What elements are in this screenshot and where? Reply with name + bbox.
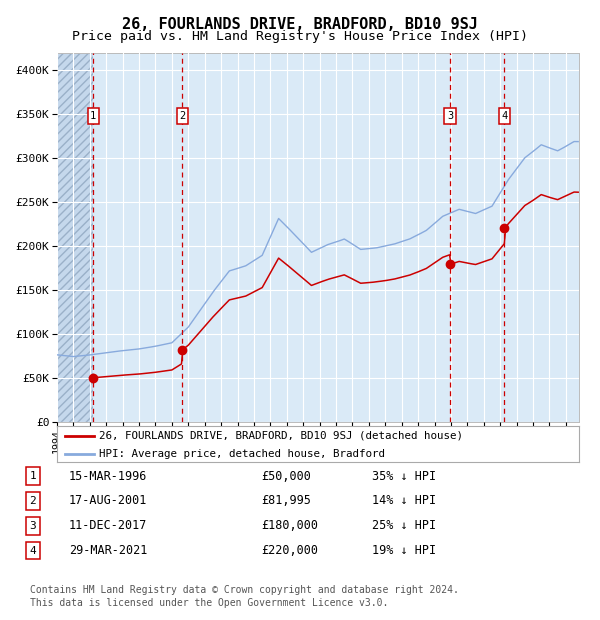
Text: 29-MAR-2021: 29-MAR-2021 — [69, 544, 148, 557]
Text: 15-MAR-1996: 15-MAR-1996 — [69, 470, 148, 482]
Text: 1: 1 — [29, 471, 37, 481]
Text: 2: 2 — [179, 111, 185, 121]
Text: 2: 2 — [29, 496, 37, 506]
Text: 1: 1 — [90, 111, 97, 121]
Text: £180,000: £180,000 — [261, 520, 318, 532]
Text: £50,000: £50,000 — [261, 470, 311, 482]
Text: This data is licensed under the Open Government Licence v3.0.: This data is licensed under the Open Gov… — [30, 598, 388, 608]
Text: 4: 4 — [501, 111, 508, 121]
Text: 25% ↓ HPI: 25% ↓ HPI — [372, 520, 436, 532]
Text: 11-DEC-2017: 11-DEC-2017 — [69, 520, 148, 532]
Text: £220,000: £220,000 — [261, 544, 318, 557]
Bar — [57, 53, 93, 422]
Text: Contains HM Land Registry data © Crown copyright and database right 2024.: Contains HM Land Registry data © Crown c… — [30, 585, 459, 595]
Text: £81,995: £81,995 — [261, 495, 311, 507]
Text: 14% ↓ HPI: 14% ↓ HPI — [372, 495, 436, 507]
Text: Price paid vs. HM Land Registry's House Price Index (HPI): Price paid vs. HM Land Registry's House … — [72, 30, 528, 43]
Text: 26, FOURLANDS DRIVE, BRADFORD, BD10 9SJ: 26, FOURLANDS DRIVE, BRADFORD, BD10 9SJ — [122, 17, 478, 32]
Text: 4: 4 — [29, 546, 37, 556]
Text: 19% ↓ HPI: 19% ↓ HPI — [372, 544, 436, 557]
Text: 17-AUG-2001: 17-AUG-2001 — [69, 495, 148, 507]
Text: 3: 3 — [29, 521, 37, 531]
Text: HPI: Average price, detached house, Bradford: HPI: Average price, detached house, Brad… — [99, 449, 385, 459]
Text: 35% ↓ HPI: 35% ↓ HPI — [372, 470, 436, 482]
Text: 26, FOURLANDS DRIVE, BRADFORD, BD10 9SJ (detached house): 26, FOURLANDS DRIVE, BRADFORD, BD10 9SJ … — [99, 431, 463, 441]
Text: 3: 3 — [447, 111, 453, 121]
Bar — [57, 53, 93, 422]
